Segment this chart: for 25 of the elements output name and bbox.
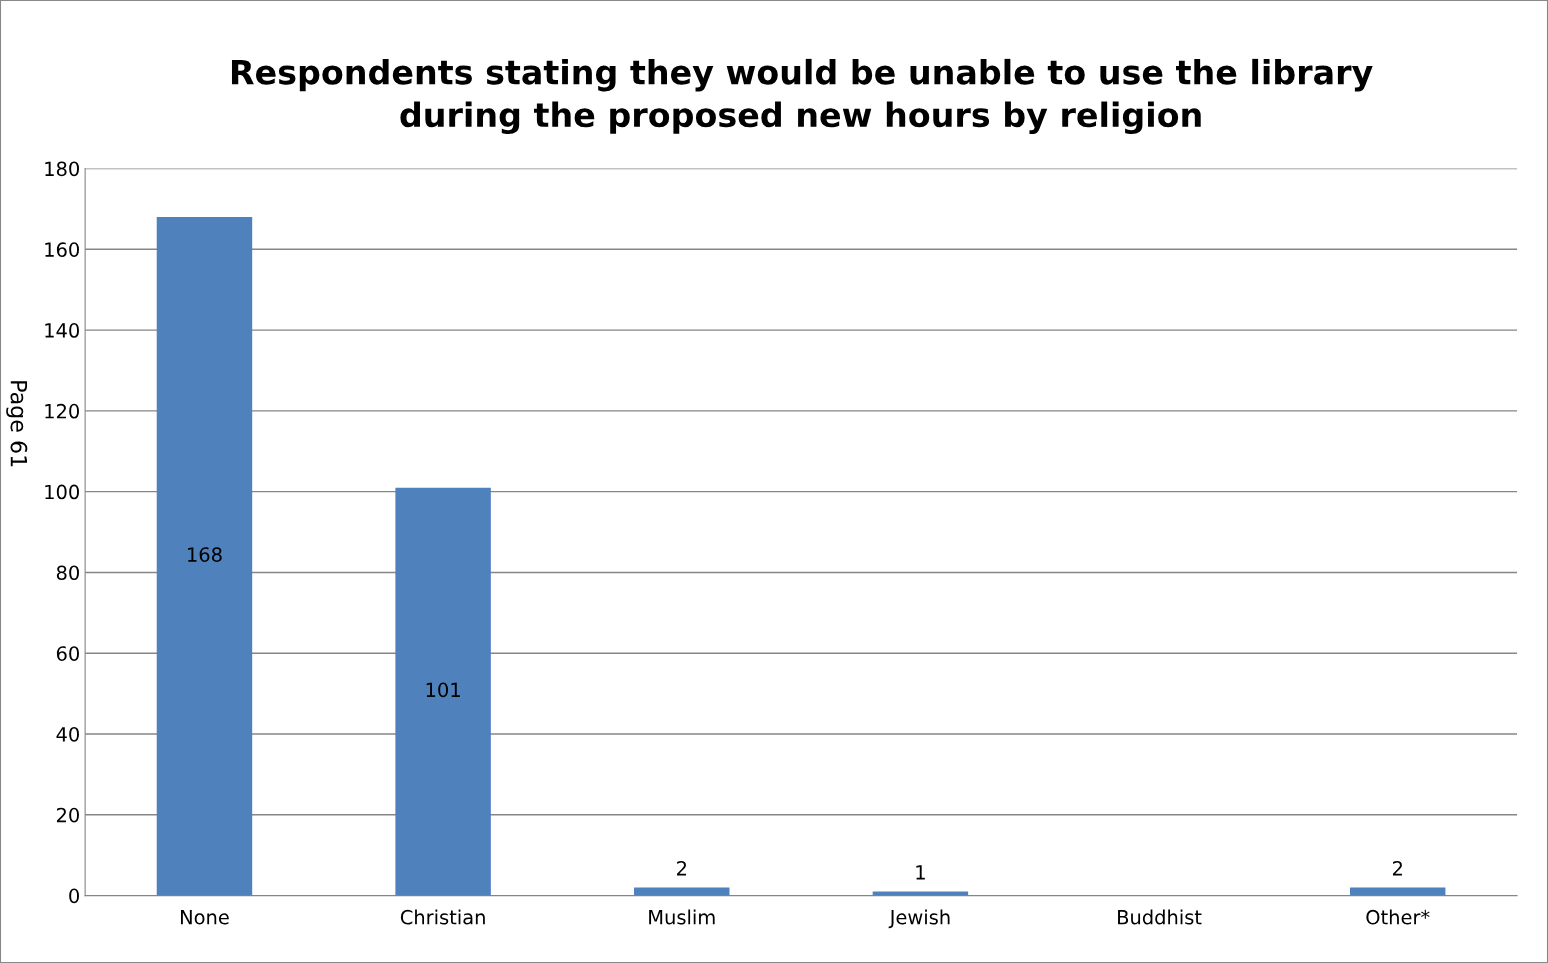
x-tick-label: Other*: [1366, 909, 1430, 925]
data-label: 1: [916, 865, 925, 880]
y-tick-label: 20: [56, 807, 79, 823]
y-tick-label: 180: [45, 161, 79, 177]
bar: [156, 217, 253, 896]
data-label: 168: [188, 547, 222, 562]
x-tick-label: Christian: [400, 909, 485, 925]
chart-title: Respondents stating they would be unable to use the library during the proposed new hours by religion: [231, 58, 1373, 135]
data-label: 2: [1392, 860, 1402, 876]
text: Page 61: [6, 381, 28, 467]
x-tick-label: None: [181, 910, 229, 925]
bar: [395, 487, 491, 896]
y-tick-label: 80: [56, 565, 79, 581]
y-tick-label: 160: [45, 242, 79, 257]
y-tick-label: 120: [45, 403, 79, 419]
y-tick-label: 100: [45, 484, 79, 500]
x-tick-label: Jewish: [888, 909, 950, 929]
x-tick-label: Buddhist: [1118, 909, 1202, 925]
y-tick-label: 60: [56, 646, 79, 661]
data-label: 2: [677, 860, 686, 876]
y-tick-label: 140: [45, 323, 79, 338]
data-label: 101: [426, 682, 460, 698]
x-tick-label: Muslim: [649, 909, 715, 925]
y-tick-label: 40: [56, 726, 79, 742]
y-tick-label: 0: [69, 888, 79, 904]
